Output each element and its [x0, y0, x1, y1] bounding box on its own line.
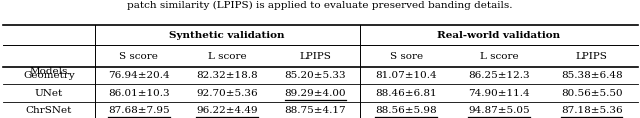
Text: 87.68±7.95: 87.68±7.95 — [108, 106, 170, 115]
Text: Models: Models — [30, 67, 68, 76]
Text: 88.75±4.17: 88.75±4.17 — [285, 106, 346, 115]
Text: 85.20±5.33: 85.20±5.33 — [285, 71, 346, 80]
Text: 80.56±5.50: 80.56±5.50 — [561, 89, 623, 98]
Text: 82.32±18.8: 82.32±18.8 — [196, 71, 258, 80]
Text: ChrSNet: ChrSNet — [26, 106, 72, 115]
Text: 81.07±10.4: 81.07±10.4 — [375, 71, 437, 80]
Text: 94.87±5.05: 94.87±5.05 — [468, 106, 530, 115]
Text: 92.70±5.36: 92.70±5.36 — [196, 89, 258, 98]
Text: 74.90±11.4: 74.90±11.4 — [468, 89, 530, 98]
Text: Geometry: Geometry — [23, 71, 75, 80]
Text: 85.38±6.48: 85.38±6.48 — [561, 71, 623, 80]
Text: S score: S score — [120, 52, 158, 61]
Text: 89.29±4.00: 89.29±4.00 — [285, 89, 346, 98]
Text: 96.22±4.49: 96.22±4.49 — [196, 106, 258, 115]
Text: 88.56±5.98: 88.56±5.98 — [375, 106, 437, 115]
Text: 86.25±12.3: 86.25±12.3 — [468, 71, 530, 80]
Text: Real-world validation: Real-world validation — [437, 31, 561, 40]
Text: patch similarity (LPIPS) is applied to evaluate preserved banding details.: patch similarity (LPIPS) is applied to e… — [127, 1, 513, 10]
Text: LPIPS: LPIPS — [576, 52, 607, 61]
Text: Synthetic validation: Synthetic validation — [170, 31, 285, 40]
Text: 76.94±20.4: 76.94±20.4 — [108, 71, 170, 80]
Text: S sore: S sore — [390, 52, 422, 61]
Text: UNet: UNet — [35, 89, 63, 98]
Text: 87.18±5.36: 87.18±5.36 — [561, 106, 623, 115]
Text: 88.46±6.81: 88.46±6.81 — [375, 89, 437, 98]
Text: L score: L score — [479, 52, 518, 61]
Text: L score: L score — [208, 52, 246, 61]
Text: 86.01±10.3: 86.01±10.3 — [108, 89, 170, 98]
Text: LPIPS: LPIPS — [300, 52, 332, 61]
